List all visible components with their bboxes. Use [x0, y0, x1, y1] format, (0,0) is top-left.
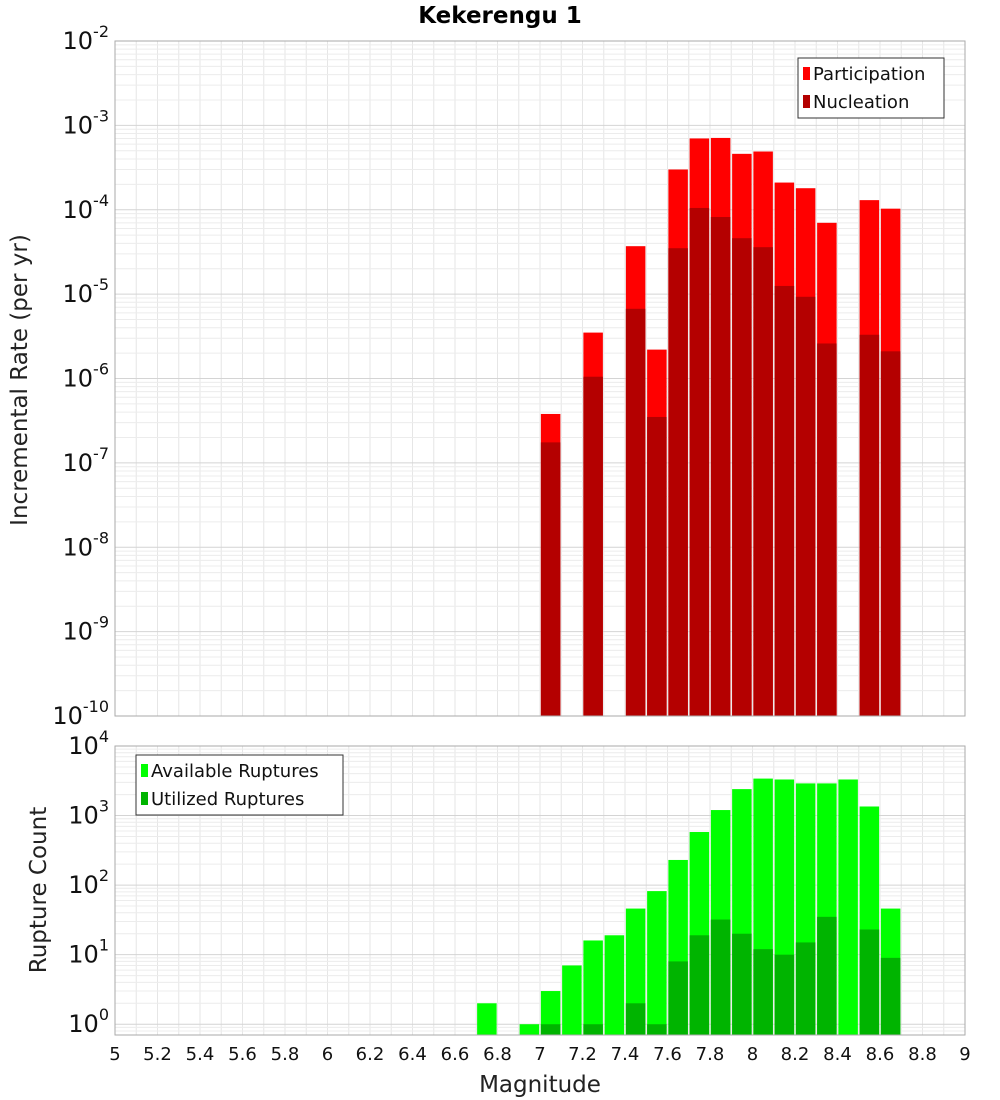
x-tick-label: 9 — [959, 1044, 970, 1065]
rate-bar — [625, 308, 646, 716]
top-plot-border — [114, 40, 966, 717]
x-axis-title: Magnitude — [479, 1072, 601, 1098]
gridlines — [114, 40, 966, 717]
count-bar — [795, 942, 816, 1035]
rate-bar — [880, 351, 901, 716]
rate-legend: Participation Nucleation — [797, 57, 945, 119]
count-bar — [583, 940, 603, 1035]
count-y-tick-label: 102 — [68, 866, 109, 899]
x-tick-label: 6.2 — [356, 1044, 385, 1065]
rate-y-tick-label: 10-4 — [63, 191, 110, 224]
count-bar — [774, 954, 795, 1035]
x-tick-label: 6.8 — [483, 1044, 512, 1065]
legend-label: Participation — [813, 64, 925, 85]
legend-swatch — [141, 764, 148, 777]
rate-y-tick-label: 10-5 — [63, 275, 110, 308]
count-bar — [519, 1024, 540, 1035]
count-bar — [540, 1024, 561, 1035]
x-tick-label: 6 — [322, 1044, 333, 1065]
count-bar — [859, 929, 880, 1035]
x-tick-label: 7.4 — [611, 1044, 640, 1065]
rate-y-tick-label: 10-2 — [63, 22, 110, 55]
x-tick-label: 7.8 — [696, 1044, 725, 1065]
x-tick-label: 8.8 — [908, 1044, 937, 1065]
count-y-tick-label: 104 — [68, 727, 109, 760]
rate-bar — [817, 343, 837, 716]
rate-bar — [710, 217, 731, 716]
count-bar — [625, 1003, 646, 1035]
count-bar — [604, 935, 625, 1035]
count-bar — [880, 957, 901, 1035]
rate-y-tick-label: 10-6 — [63, 360, 110, 393]
count-series-utilized-ruptures — [540, 916, 901, 1035]
rate-y-tick-label: 10-10 — [52, 697, 109, 730]
count-bar — [668, 961, 688, 1035]
count-bar — [838, 779, 858, 1035]
legend-swatch — [141, 792, 148, 805]
x-tick-label: 6.6 — [441, 1044, 470, 1065]
rate-bar — [583, 376, 603, 716]
count-bar — [689, 935, 710, 1035]
x-tick-label: 8 — [747, 1044, 758, 1065]
x-tick-label: 8.6 — [866, 1044, 895, 1065]
count-legend-box — [135, 754, 344, 816]
x-tick-label: 5.2 — [143, 1044, 172, 1065]
count-bar — [583, 1024, 603, 1035]
rate-y-tick-label: 10-9 — [63, 613, 110, 646]
x-tick-label: 5.4 — [186, 1044, 215, 1065]
count-bar — [477, 1003, 497, 1035]
rate-y-tick-label: 10-3 — [63, 106, 110, 139]
count-y-tick-label: 103 — [68, 797, 109, 830]
x-tick-label: 6.4 — [398, 1044, 427, 1065]
count-bar — [540, 991, 561, 1035]
rate-series-nucleation — [540, 207, 901, 717]
chart-title: Kekerengu 1 — [418, 3, 581, 29]
legend-swatch — [803, 95, 810, 108]
legend-label: Utilized Ruptures — [151, 789, 304, 810]
count-y-tick-label: 101 — [68, 936, 109, 969]
count-legend: Available Ruptures Utilized Ruptures — [135, 754, 344, 816]
count-y-axis-title: Rupture Count — [26, 807, 52, 973]
x-tick-label: 8.4 — [823, 1044, 852, 1065]
count-bar — [647, 1024, 667, 1035]
legend-label: Nucleation — [813, 92, 909, 113]
bottom-plot-border — [114, 745, 966, 1036]
rate-bar — [540, 442, 561, 716]
rate-bar — [668, 248, 688, 717]
x-tick-label: 5 — [109, 1044, 120, 1065]
x-tick-label: 5.6 — [228, 1044, 257, 1065]
x-tick-label: 7 — [534, 1044, 545, 1065]
x-tick-label: 7.2 — [568, 1044, 597, 1065]
rate-bar — [732, 238, 752, 716]
legend-swatch — [803, 67, 810, 80]
rate-bar — [753, 247, 773, 716]
count-bar — [562, 965, 582, 1035]
count-bar — [647, 891, 667, 1035]
rate-bar — [647, 416, 667, 716]
count-bar — [710, 919, 731, 1035]
legend-label: Available Ruptures — [151, 761, 319, 782]
rate-y-tick-label: 10-8 — [63, 528, 110, 561]
count-bar — [732, 933, 752, 1035]
rate-legend-box — [797, 57, 945, 119]
count-bar — [753, 949, 773, 1035]
x-tick-label: 7.6 — [653, 1044, 682, 1065]
rate-bar — [774, 285, 795, 716]
rate-bar — [795, 296, 816, 716]
count-bar — [817, 916, 837, 1035]
rate-bar — [689, 207, 710, 716]
x-tick-label: 8.2 — [781, 1044, 810, 1065]
count-y-tick-label: 100 — [68, 1005, 109, 1038]
rate-y-tick-label: 10-7 — [63, 444, 110, 477]
rate-bar — [859, 334, 880, 716]
rate-y-axis-title: Incremental Rate (per yr) — [7, 234, 33, 526]
x-tick-label: 5.8 — [271, 1044, 300, 1065]
